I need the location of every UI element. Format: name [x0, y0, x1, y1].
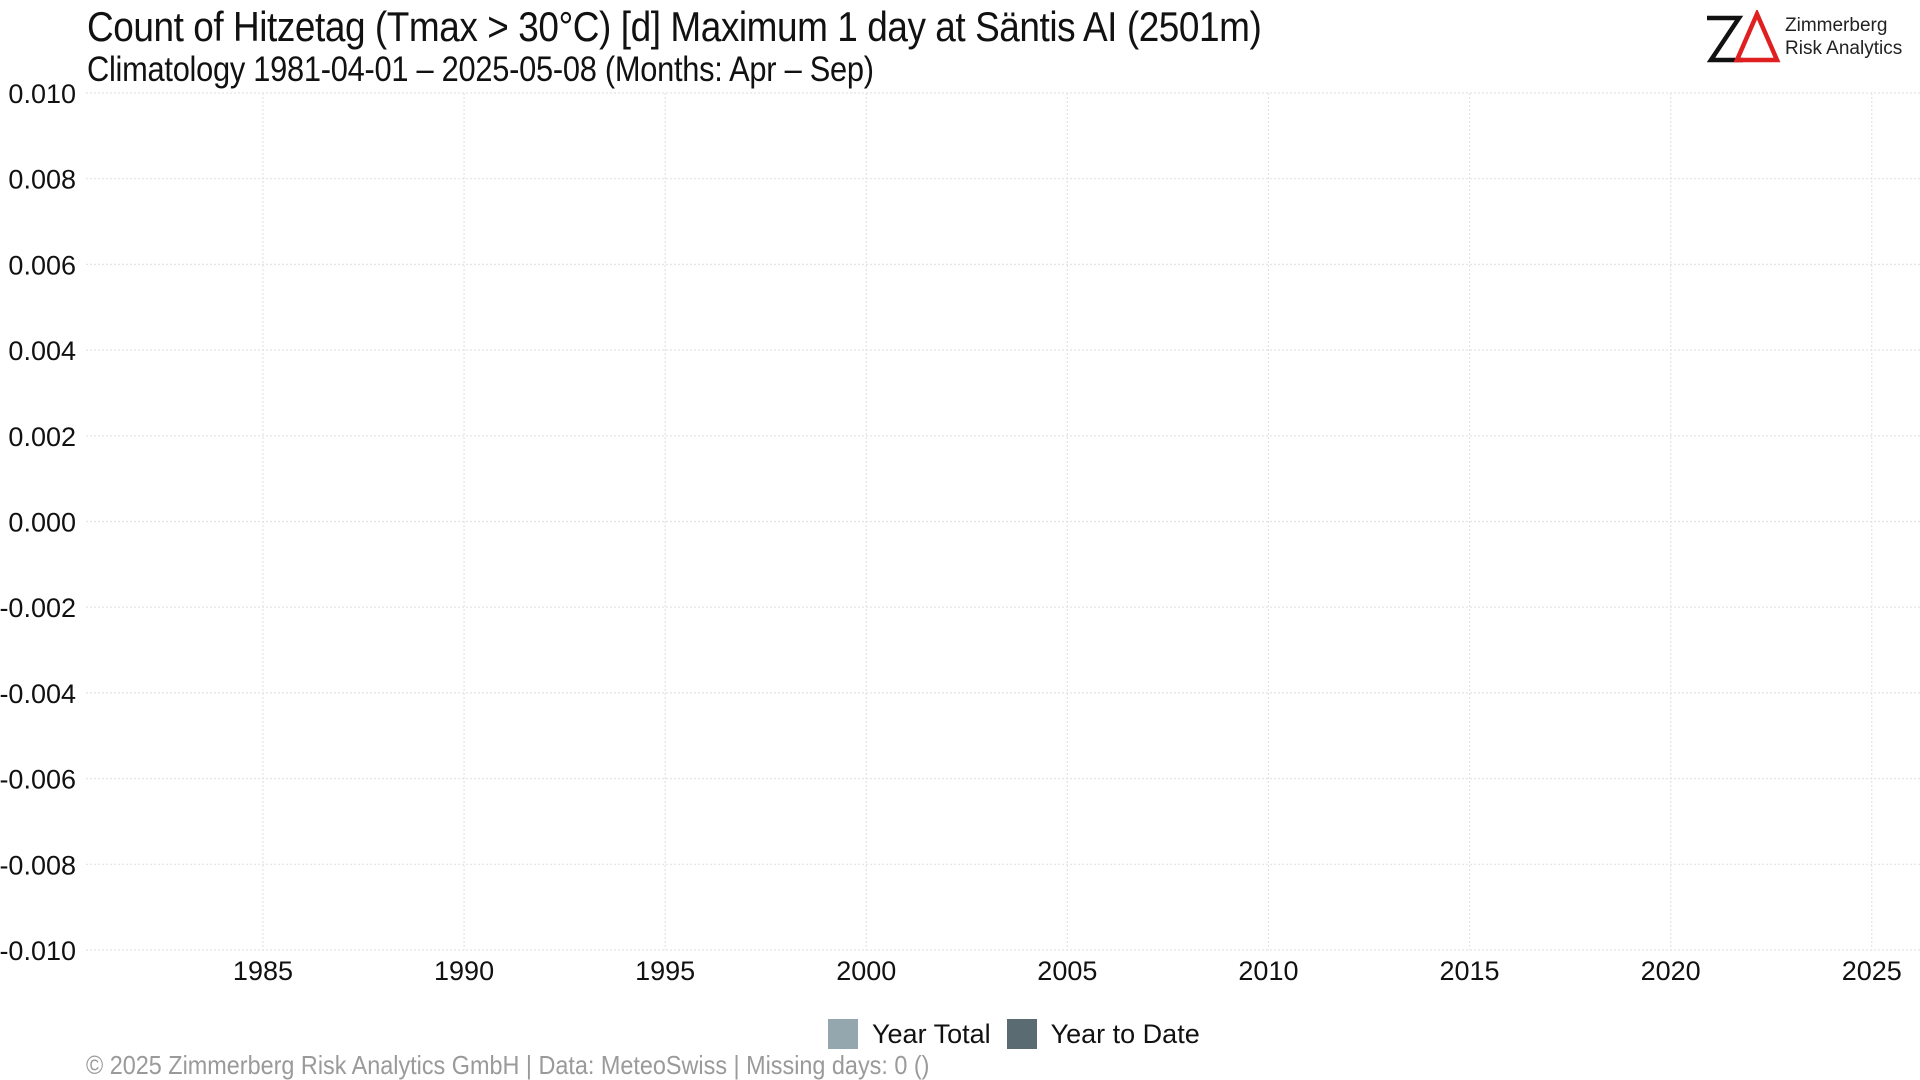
x-tick-label: 2020 — [1641, 956, 1701, 986]
x-tick-label: 1995 — [635, 956, 695, 986]
za-logo-icon — [1706, 10, 1781, 63]
legend-label-year-total: Year Total — [872, 1018, 991, 1049]
y-tick-label: -0.006 — [0, 765, 76, 795]
chart-subtitle: Climatology 1981-04-01 – 2025-05-08 (Mon… — [87, 50, 874, 89]
footer-copyright: © 2025 Zimmerberg Risk Analytics GmbH | … — [86, 1050, 930, 1080]
y-tick-label: 0.004 — [8, 336, 76, 366]
company-logo: Zimmerberg Risk Analytics — [1705, 10, 1905, 70]
x-tick-label: 2025 — [1842, 956, 1902, 986]
logo-line-1: Zimmerberg — [1785, 15, 1888, 36]
y-axis-tick-labels: 0.010 0.008 0.006 0.004 0.002 0.000 -0.002 -0.0… — [0, 79, 76, 966]
y-tick-label: 0.010 — [8, 79, 76, 109]
y-tick-label: -0.002 — [0, 593, 76, 623]
x-tick-label: 2005 — [1037, 956, 1097, 986]
y-tick-label: -0.008 — [0, 850, 76, 880]
chart-title: Count of Hitzetag (Tmax > 30°C) [d] Maxi… — [87, 3, 1262, 50]
y-tick-label: 0.002 — [8, 422, 76, 452]
chart-legend: Year Total Year to Date — [828, 1016, 1216, 1052]
y-tick-label: -0.004 — [0, 679, 76, 709]
legend-swatch-year-to-date — [1006, 1019, 1037, 1049]
bar-chart: 0.010 0.008 0.006 0.004 0.002 0.000 -0.002 -0.0… — [0, 79, 1920, 986]
legend-swatch-year-total — [828, 1019, 858, 1049]
x-tick-label: 2000 — [836, 956, 896, 986]
y-tick-label: 0.008 — [8, 165, 76, 195]
x-tick-label: 1985 — [233, 956, 293, 986]
x-tick-label: 2010 — [1238, 956, 1298, 986]
logo-line-2: Risk Analytics — [1785, 38, 1903, 59]
legend-label-year-to-date: Year to Date — [1050, 1018, 1200, 1049]
x-tick-label: 1990 — [434, 956, 494, 986]
grid-lines — [86, 92, 1920, 951]
legend-item-year-to-date: Year to Date — [1006, 1018, 1200, 1050]
y-tick-label: 0.000 — [8, 508, 76, 538]
y-tick-label: 0.006 — [8, 250, 76, 280]
x-tick-label: 2015 — [1440, 956, 1500, 986]
logo-text: Zimmerberg Risk Analytics — [1785, 14, 1902, 60]
legend-item-year-total: Year Total — [828, 1019, 991, 1050]
y-tick-label: -0.010 — [0, 936, 76, 966]
x-axis-tick-labels: 1985 1990 1995 2000 2005 2010 2015 2020 2025 — [233, 956, 1902, 986]
